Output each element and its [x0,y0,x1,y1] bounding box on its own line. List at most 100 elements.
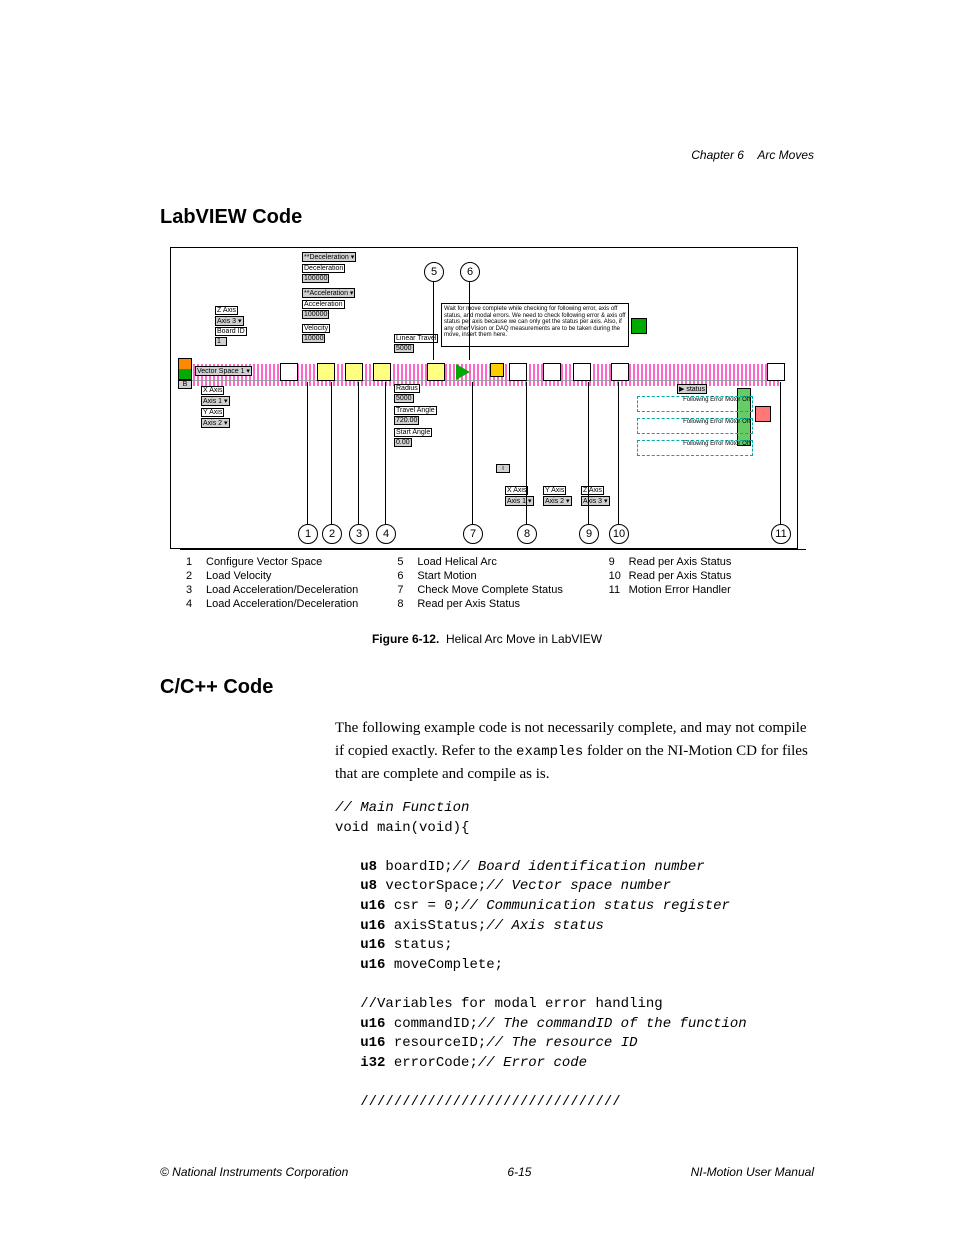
vi-check-move-complete [509,363,527,381]
legend-text: Load Helical Arc [417,556,588,568]
legend-row: 1Configure Vector Space [186,556,377,568]
legend-text: Load Velocity [206,570,377,582]
legend-col-2: 5Load Helical Arc6Start Motion7Check Mov… [397,556,588,612]
vi-wait-icon [490,363,504,377]
travel-angle-val: 720.00 [394,416,419,425]
legend-num: 8 [397,598,417,610]
p-vel-val: 10000 [302,334,325,343]
run-icon [631,318,647,334]
legend-num: 7 [397,584,417,596]
callout-11: 11 [771,524,791,544]
lin-travel-val: 5000 [394,344,414,353]
callout-7: 7 [463,524,483,544]
p-decel-mode: **Deceleration ▾ [302,252,356,262]
legend-col-1: 1Configure Vector Space2Load Velocity3Lo… [186,556,377,612]
ax1-label: X Axis [505,486,528,495]
i-terminal: i [496,464,510,473]
radius-val: 5000 [394,394,414,403]
legend-num: 9 [609,556,629,568]
callout-line [385,382,386,524]
legend-text: Configure Vector Space [206,556,377,568]
ax3-label: Z Axis [581,486,604,495]
vi-load-accel2 [373,363,391,381]
vi-load-velocity [317,363,335,381]
callout-line [358,382,359,524]
footer-left: © National Instruments Corporation [160,1165,348,1179]
start-angle-val: 0.00 [394,438,412,447]
p-accel-mode: **Acceleration ▾ [302,288,355,298]
vi-read-axis-3 [611,363,629,381]
legend-num: 6 [397,570,417,582]
board-label: Board ID [215,327,247,336]
figure-caption-text: Helical Arc Move in LabVIEW [446,632,602,646]
labview-diagram: B Z Axis Axis 3 ▾ Board ID 1 Vector Spac… [170,247,798,549]
p-vel-label: Velocity [302,324,330,333]
table-icon [178,358,192,380]
wire-bus [189,364,781,386]
callout-9: 9 [579,524,599,544]
section-cpp-title: C/C++ Code [160,676,814,699]
legend-num: 5 [397,556,417,568]
callout-line [618,382,619,524]
x-axis-ctrl: Axis 1 ▾ [201,396,230,406]
callout-line [307,382,308,524]
legend-row: 11Motion Error Handler [609,584,800,596]
callout-6: 6 [460,262,480,282]
figure-legend: 1Configure Vector Space2Load Velocity3Lo… [180,549,806,622]
error-wire [189,380,781,381]
legend-text: Read per Axis Status [629,570,800,582]
legend-num: 1 [186,556,206,568]
legend-num: 3 [186,584,206,596]
figure-number: Figure 6-12. [372,632,439,646]
legend-row: 4Load Acceleration/Deceleration [186,598,377,610]
legend-num: 10 [609,570,629,582]
callout-line [331,382,332,524]
legend-row: 6Start Motion [397,570,588,582]
callout-line [469,280,470,360]
callout-line [588,382,589,524]
callout-line [780,382,781,524]
error-indicator-icon [755,406,771,422]
p-accel-val: 100000 [302,310,329,319]
board-id-box: B [178,380,192,389]
status-label: ▶ status [677,384,707,394]
chapter-label: Chapter 6 [691,148,744,162]
legend-text: Load Acceleration/Deceleration [206,598,377,610]
y-axis-label: Y Axis [201,408,224,417]
code-block: // Main Function void main(void){ u8 boa… [335,799,814,1113]
p-decel-label: Deceleration [302,264,345,273]
ax3-ctrl: Axis 3 ▾ [581,496,610,506]
vi-read-axis-2 [573,363,591,381]
x-axis-label: X Axis [201,386,224,395]
section-labview-title: LabVIEW Code [160,206,814,229]
start-angle-label: Start Angle [394,428,432,437]
callout-10: 10 [609,524,629,544]
callout-line [526,382,527,524]
vi-load-accel1 [345,363,363,381]
status-row-3: Following Error Motor Off [637,440,753,456]
legend-num: 4 [186,598,206,610]
lin-travel-label: Linear Travel [394,334,438,343]
p-decel-val: 100000 [302,274,329,283]
status-row-1: Following Error Motor Off [637,396,753,412]
vi-read-axis-1 [543,363,561,381]
vi-configure-vspace [280,363,298,381]
p-accel-label: Acceleration [302,300,345,309]
page-header: Chapter 6 Arc Moves [160,148,814,162]
intro-mono: examples [516,744,583,760]
legend-row: 9Read per Axis Status [609,556,800,568]
chapter-title: Arc Moves [757,148,814,162]
footer-center: 6-15 [507,1165,531,1179]
ax2-label: Y Axis [543,486,566,495]
legend-text: Start Motion [417,570,588,582]
callout-8: 8 [517,524,537,544]
vspace-ctrl: Vector Space 1 ▾ [195,366,252,376]
vi-motion-error-handler [767,363,785,381]
ax2-ctrl: Axis 2 ▾ [543,496,572,506]
callout-3: 3 [349,524,369,544]
ax1-ctrl: Axis 1 ▾ [505,496,534,506]
legend-text: Motion Error Handler [629,584,800,596]
callout-2: 2 [322,524,342,544]
legend-text: Read per Axis Status [417,598,588,610]
callout-line [433,280,434,360]
